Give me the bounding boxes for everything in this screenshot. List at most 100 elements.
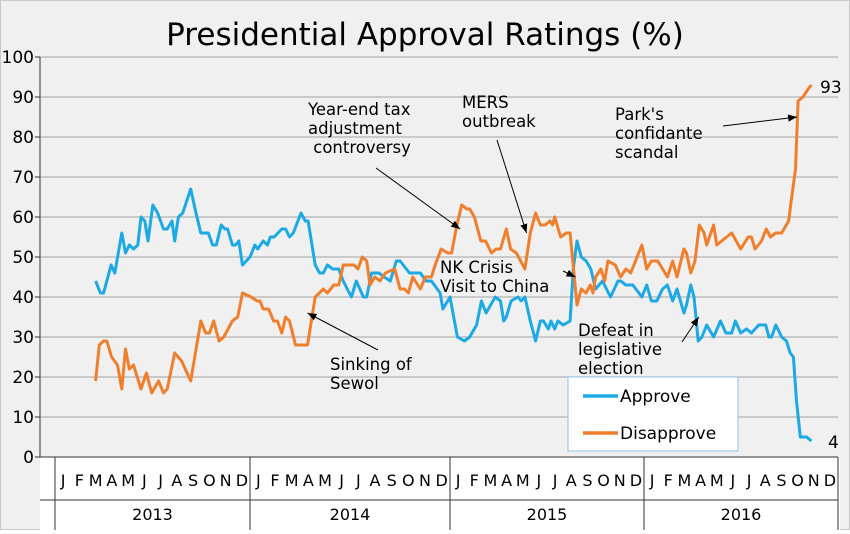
year-label: 2015 [527,505,568,524]
legend-box [567,376,739,452]
annotation-label: MERS outbreak [462,93,536,131]
month-tick-label: J [60,471,66,490]
month-tick-label: M [710,471,724,490]
annotation-label: Park's confidante scandal [615,105,703,162]
month-tick-label: J [255,471,261,490]
month-tick-label: J [552,471,558,490]
annotation-line: election [578,359,644,378]
y-tick-label: 90 [12,88,34,108]
annotation-line: Sewol [330,374,379,393]
month-tick-label: J [730,471,736,490]
month-tick-label: A [171,471,182,490]
annotations: Year-end tax adjustment controversy MERS ou… [307,93,798,393]
month-tick-label: J [157,471,163,490]
month-tick-label: J [746,471,752,490]
y-tick-label: 0 [23,448,34,468]
month-tick-label: N [614,471,626,490]
annotation-line: scandal [615,143,678,162]
month-tick-label: O [203,471,216,490]
month-tick-label: A [303,471,314,490]
annotation-line: adjustment [308,119,402,138]
month-tick-label: M [678,471,692,490]
month-tick-label: F [75,471,84,490]
month-tick-label: F [664,471,673,490]
month-tick-label: M [89,471,103,490]
y-tick-label: 10 [12,408,34,428]
year-label: 2013 [132,505,173,524]
y-tick-label: 40 [12,288,34,308]
y-tick-label: 30 [12,328,34,348]
annotation-line: confidante [615,124,703,143]
month-tick-label: N [419,471,431,490]
month-tick-label: M [285,471,299,490]
y-tick-label: 20 [12,368,34,388]
annotation-line: outbreak [462,112,536,131]
month-tick-label: A [566,471,577,490]
annotation-label: NK Crisis Visit to China [440,258,549,296]
month-tick-label: F [470,471,479,490]
y-tick-label: 80 [12,128,34,148]
month-tick-label: M [121,471,135,490]
annotation-label: Defeat in legislative election [578,321,662,378]
month-tick-label: A [695,471,706,490]
x-axis-band [40,457,840,530]
month-tick-label: O [791,471,804,490]
month-tick-label: J [355,471,361,490]
annotation-line: legislative [578,340,662,359]
year-label: 2014 [330,505,371,524]
month-tick-label: S [188,471,198,490]
y-tick-label: 60 [12,208,34,228]
month-tick-label: J [338,471,344,490]
month-tick-label: O [597,471,610,490]
chart-title: Presidential Approval Ratings (%) [166,17,684,53]
year-label: 2016 [721,505,762,524]
month-tick-label: D [824,471,836,490]
annotation-arrow [562,269,576,278]
annotation-arrow [722,114,798,127]
legend: Approve Disapprove [567,376,739,452]
month-tick-label: A [370,471,381,490]
month-tick-label: F [270,471,279,490]
y-axis: 0 10 20 30 40 50 60 70 80 90 100 [2,48,41,468]
y-tick-label: 50 [12,248,34,268]
legend-label-disapprove: Disapprove [620,424,716,444]
annotation-line: Visit to China [440,277,549,296]
month-tick-label: M [516,471,530,490]
series-lines [94,84,813,443]
month-tick-label: S [387,471,397,490]
annotation-line: NK Crisis [440,258,513,277]
annotation-arrow [496,139,528,234]
annotation-arrow [681,316,700,343]
month-tick-label: A [106,471,117,490]
month-tick-label: S [776,471,786,490]
annotation-line: Year-end tax [307,100,411,119]
annotation-line: Sinking of [330,355,413,374]
end-label-disapprove: 93 [820,78,842,98]
month-tick-label: A [760,471,771,490]
end-label-approve: 4 [828,433,839,453]
month-tick-label: D [236,471,248,490]
annotation-line: MERS [462,93,509,112]
month-tick-label: S [582,471,592,490]
annotation-label: Sinking of Sewol [330,355,413,393]
month-tick-label: N [220,471,232,490]
month-tick-label: J [455,471,461,490]
annotation-arrow [375,167,461,230]
month-tick-label: D [630,471,642,490]
month-tick-label: N [808,471,820,490]
annotation-line: Defeat in [578,321,654,340]
month-tick-label: J [649,471,655,490]
annotation-arrow [307,312,379,351]
month-tick-label: A [501,471,512,490]
legend-label-approve: Approve [620,387,691,407]
series-line-approve [94,187,813,443]
annotation-label: Year-end tax adjustment controversy [307,100,411,157]
month-tick-label: M [484,471,498,490]
month-tick-label: O [402,471,415,490]
annotation-line: controversy [308,138,411,157]
month-tick-label: J [536,471,542,490]
y-tick-label: 70 [12,168,34,188]
series-line-disapprove [94,84,813,395]
